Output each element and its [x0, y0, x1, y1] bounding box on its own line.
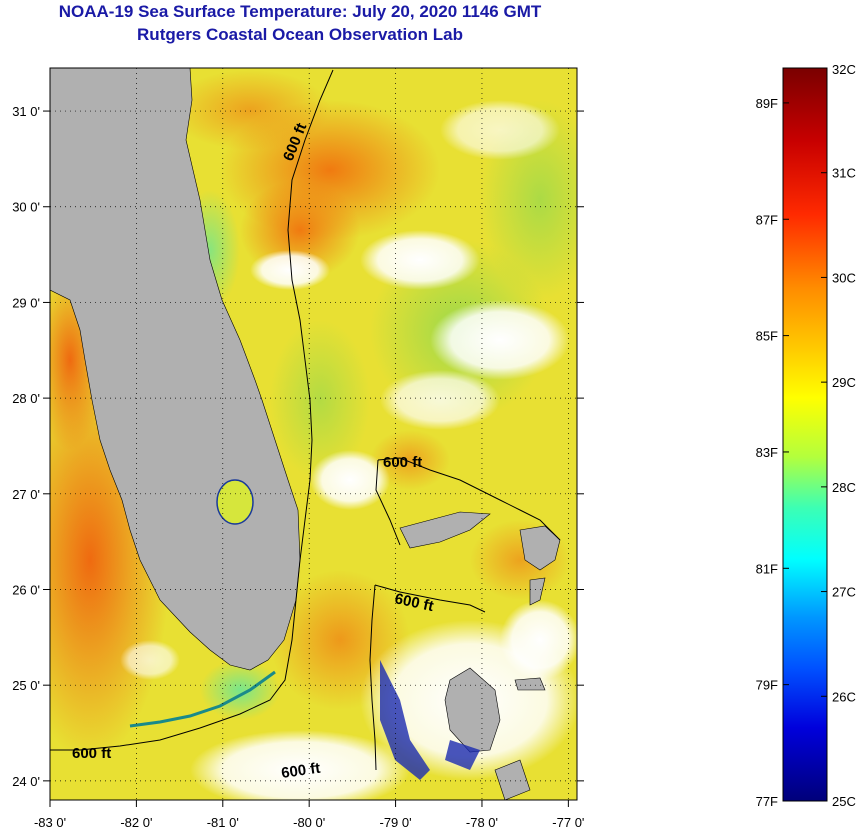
bahamas-grand-bahama: [399, 511, 491, 549]
lat-label: 30 0': [12, 200, 40, 215]
lon-label: -81 0': [207, 815, 239, 830]
colorbar-label-c: 26C: [832, 689, 856, 704]
colorbar-celsius-labels: 31C 30C 29C 28C 27C 26C: [832, 166, 856, 705]
contour-600ft-bahamas: [375, 457, 561, 546]
lat-label: 26 0': [12, 582, 40, 597]
map-frame: [49, 67, 578, 801]
lat-label: 24 0': [12, 774, 40, 789]
contour-label-south: 600 ft: [280, 760, 321, 782]
lon-label: -80 0': [293, 815, 325, 830]
axis-ticks: [43, 110, 584, 807]
colorbar-label-c: 31C: [832, 166, 856, 181]
lon-label: -79 0': [380, 815, 412, 830]
lon-label: -82 0': [120, 815, 152, 830]
bahamas-andros: [444, 667, 501, 753]
colorbar-label-f: 85F: [756, 329, 778, 344]
lon-label: -78 0': [466, 815, 498, 830]
lat-label: 25 0': [12, 678, 40, 693]
colorbar-top-label: 32C: [832, 62, 856, 77]
colorbar-label-c: 27C: [832, 585, 856, 600]
colorbar-label-f: 79F: [756, 678, 778, 693]
contour-label-bahamas: 600 ft: [383, 454, 422, 471]
colorbar: [782, 67, 828, 802]
contour-label-keys: 600 ft: [72, 745, 111, 762]
lon-label: -77 0': [552, 815, 584, 830]
lat-label: 27 0': [12, 487, 40, 502]
contour-600ft-florida: [50, 69, 334, 751]
colorbar-label-f: 81F: [756, 561, 778, 576]
sea-surface-field: [50, 68, 577, 800]
colorbar-bottom-label: 25C: [832, 794, 856, 809]
lat-label: 31 0': [12, 104, 40, 119]
colorbar-ticks: [783, 102, 827, 802]
lon-label: -83 0': [34, 815, 66, 830]
colorbar-label-c: 30C: [832, 270, 856, 285]
map-title: NOAA-19 Sea Surface Temperature: July 20…: [58, 2, 542, 21]
map-subtitle: Rutgers Coastal Ocean Observation Lab: [137, 25, 463, 44]
colorbar-label-c: 29C: [832, 375, 856, 390]
colorbar-label-c: 28C: [832, 480, 856, 495]
longitude-labels: -83 0' -82 0' -81 0' -80 0' -79 0' -78 0' -77 …: [34, 815, 584, 830]
contour-600ft-andros: [369, 584, 486, 771]
colorbar-fahrenheit-labels: 89F 87F 85F 83F 81F 79F 77F: [756, 96, 778, 809]
lat-label: 28 0': [12, 391, 40, 406]
latitude-labels: 31 0' 30 0' 29 0' 28 0' 27 0' 26 0' 25 0' 24 0': [12, 104, 40, 789]
colorbar-label-f: 89F: [756, 96, 778, 111]
colorbar-label-f: 87F: [756, 212, 778, 227]
colorbar-label-f: 83F: [756, 445, 778, 460]
colorbar-label-f: 77F: [756, 794, 778, 809]
lat-label: 29 0': [12, 295, 40, 310]
